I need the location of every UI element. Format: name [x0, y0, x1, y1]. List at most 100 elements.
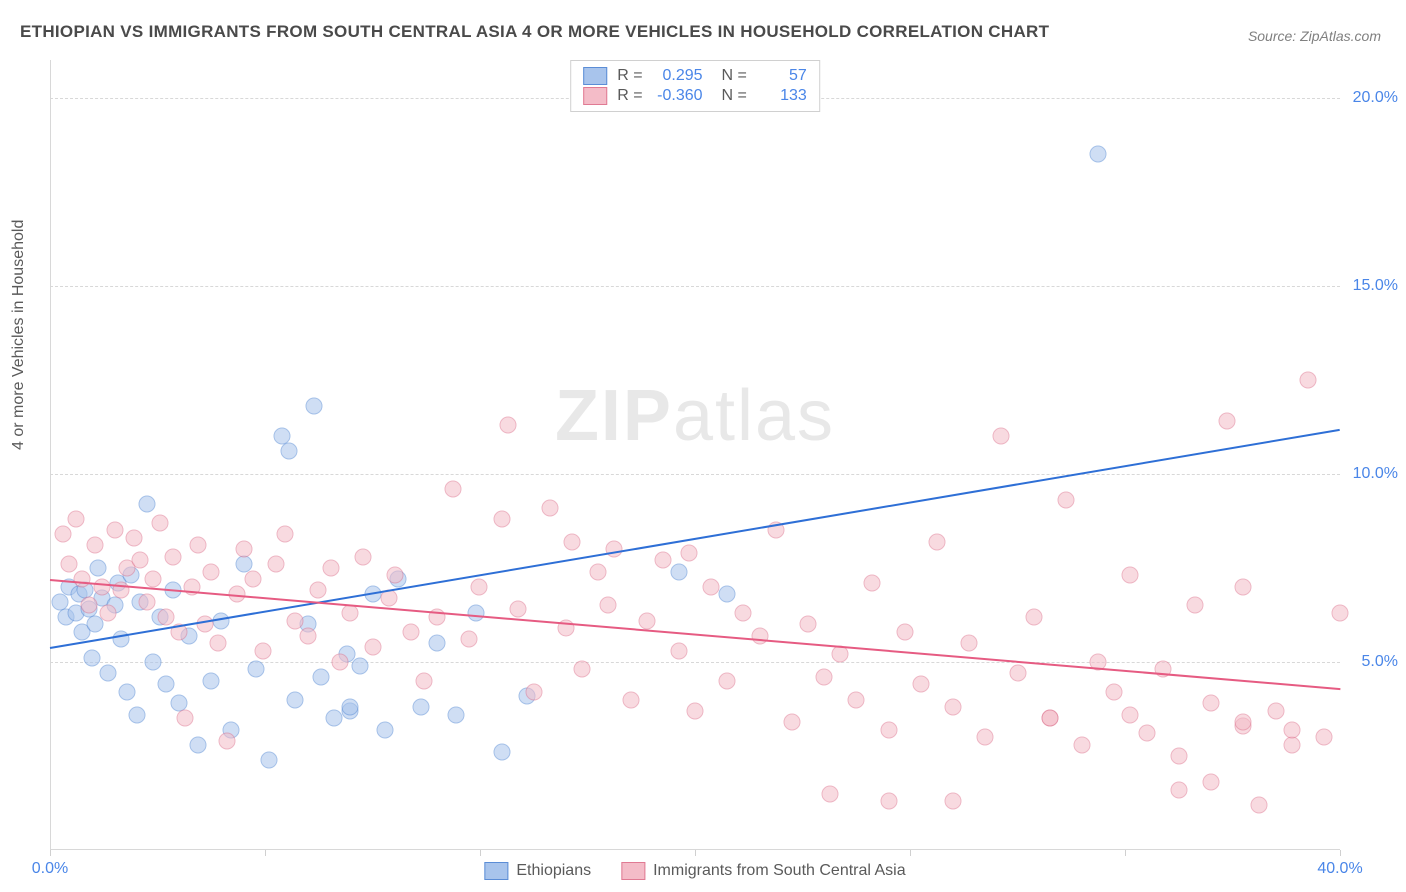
x-tick-label: 0.0%: [32, 860, 68, 878]
data-point: [287, 612, 304, 629]
data-point: [1235, 578, 1252, 595]
data-point: [461, 631, 478, 648]
data-point: [158, 676, 175, 693]
data-point: [106, 522, 123, 539]
data-point: [74, 571, 91, 588]
legend-item: Ethiopians: [484, 862, 591, 880]
data-point: [880, 721, 897, 738]
data-point: [1138, 725, 1155, 742]
legend-r-value: -0.360: [653, 87, 703, 105]
data-point: [351, 657, 368, 674]
legend-item: Immigrants from South Central Asia: [621, 862, 906, 880]
data-point: [300, 627, 317, 644]
legend-n-label: N =: [713, 87, 747, 105]
data-point: [67, 510, 84, 527]
x-tick-mark: [1125, 850, 1126, 856]
data-point: [129, 706, 146, 723]
data-point: [1041, 710, 1058, 727]
data-point: [977, 729, 994, 746]
legend-n-label: N =: [713, 67, 747, 85]
data-point: [245, 571, 262, 588]
data-point: [387, 567, 404, 584]
data-point: [670, 642, 687, 659]
trend-line: [50, 429, 1340, 649]
data-point: [719, 586, 736, 603]
data-point: [848, 691, 865, 708]
data-point: [1025, 608, 1042, 625]
data-point: [499, 416, 516, 433]
y-tick-label: 5.0%: [1362, 653, 1398, 671]
data-point: [125, 529, 142, 546]
data-point: [177, 710, 194, 727]
x-tick-label: 40.0%: [1317, 860, 1362, 878]
data-point: [564, 533, 581, 550]
data-point: [138, 593, 155, 610]
trend-line: [50, 579, 1340, 690]
data-point: [703, 578, 720, 595]
data-point: [680, 544, 697, 561]
legend-swatch: [583, 67, 607, 85]
data-point: [783, 714, 800, 731]
data-point: [429, 635, 446, 652]
data-point: [138, 495, 155, 512]
data-point: [145, 653, 162, 670]
data-point: [309, 582, 326, 599]
data-point: [190, 736, 207, 753]
data-point: [1235, 714, 1252, 731]
data-point: [606, 541, 623, 558]
legend-r-label: R =: [617, 87, 642, 105]
x-tick-mark: [50, 850, 51, 856]
data-point: [280, 443, 297, 460]
data-point: [654, 552, 671, 569]
data-point: [1267, 702, 1284, 719]
data-point: [132, 552, 149, 569]
data-point: [1203, 695, 1220, 712]
data-point: [993, 428, 1010, 445]
data-point: [1219, 413, 1236, 430]
data-point: [322, 559, 339, 576]
watermark-light: atlas: [673, 376, 835, 456]
data-point: [1251, 796, 1268, 813]
data-point: [525, 684, 542, 701]
data-point: [312, 668, 329, 685]
data-point: [341, 605, 358, 622]
data-point: [670, 563, 687, 580]
data-point: [448, 706, 465, 723]
data-point: [590, 563, 607, 580]
data-point: [864, 574, 881, 591]
data-point: [403, 623, 420, 640]
data-point: [83, 650, 100, 667]
source-attribution: Source: ZipAtlas.com: [1248, 28, 1381, 44]
legend-swatch: [621, 862, 645, 880]
data-point: [945, 793, 962, 810]
data-point: [1122, 567, 1139, 584]
data-point: [1074, 736, 1091, 753]
data-point: [445, 480, 462, 497]
data-point: [599, 597, 616, 614]
legend-row: R =0.295 N =57: [583, 67, 807, 85]
chart-title: ETHIOPIAN VS IMMIGRANTS FROM SOUTH CENTR…: [20, 22, 1049, 42]
data-point: [145, 571, 162, 588]
data-point: [277, 526, 294, 543]
watermark-bold: ZIP: [555, 376, 673, 456]
data-point: [203, 672, 220, 689]
x-tick-mark: [910, 850, 911, 856]
data-point: [1203, 774, 1220, 791]
data-point: [254, 642, 271, 659]
watermark: ZIPatlas: [555, 375, 835, 457]
data-point: [1106, 684, 1123, 701]
y-tick-label: 20.0%: [1353, 89, 1398, 107]
legend-n-value: 57: [757, 67, 807, 85]
legend-row: R =-0.360 N =133: [583, 87, 807, 105]
data-point: [158, 608, 175, 625]
legend-label: Ethiopians: [516, 862, 591, 880]
data-point: [287, 691, 304, 708]
data-point: [209, 635, 226, 652]
data-point: [1332, 605, 1349, 622]
data-point: [306, 398, 323, 415]
legend-r-label: R =: [617, 67, 642, 85]
data-point: [151, 514, 168, 531]
data-point: [364, 638, 381, 655]
data-point: [354, 548, 371, 565]
data-point: [1315, 729, 1332, 746]
